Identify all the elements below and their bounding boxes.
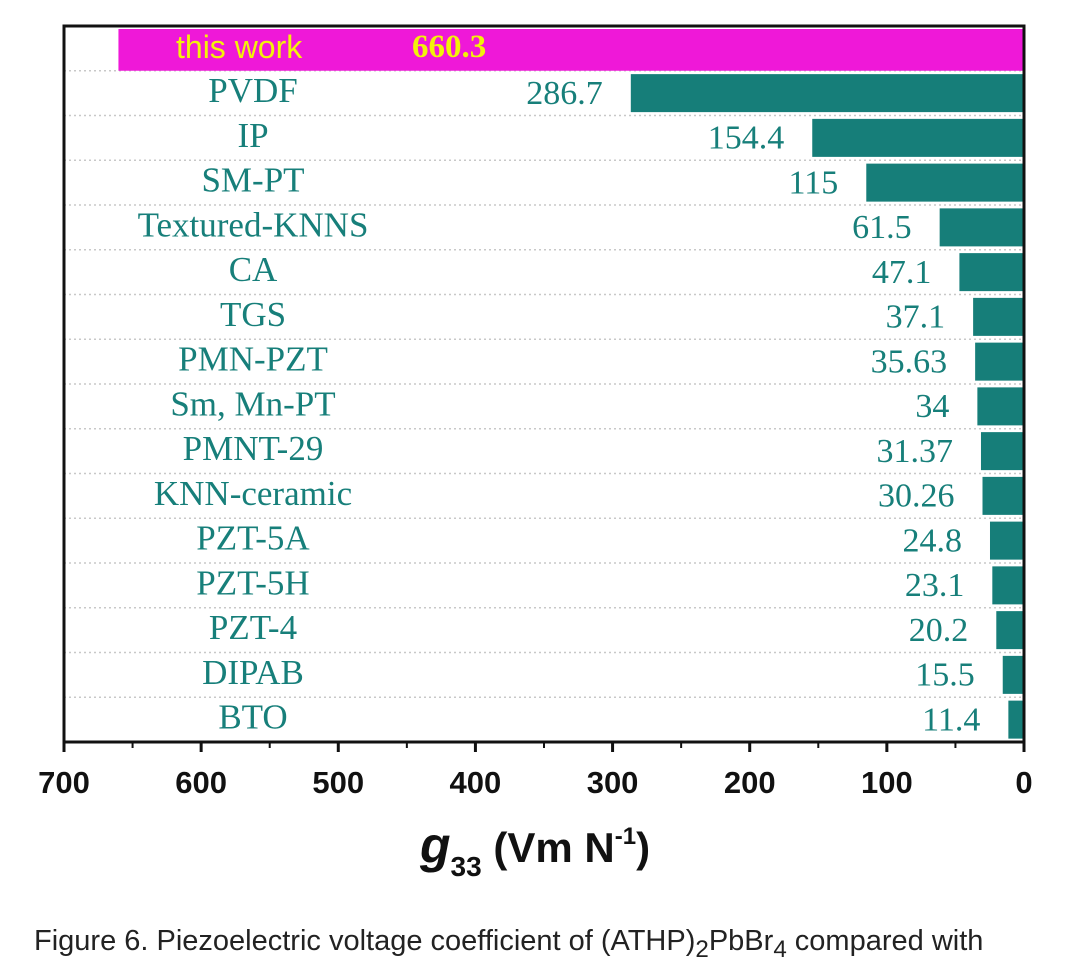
x-axis-title-subscript: 33 xyxy=(451,851,482,882)
bar-pmnt-29 xyxy=(980,432,1024,471)
bar-pzt-5h xyxy=(992,566,1024,605)
bar-dipab xyxy=(1002,655,1024,694)
category-label-sm-pt: SM-PT xyxy=(201,161,304,200)
category-labels: this work PVDF IP SM-PT Textured-KNNS CA TGS PM… xyxy=(138,29,369,737)
category-label-pmnt-29: PMNT-29 xyxy=(183,429,324,468)
bar-this-work xyxy=(118,29,1024,71)
x-axis-title-unit-exponent: -1 xyxy=(615,823,636,850)
category-label-ip: IP xyxy=(237,116,268,155)
bar-ca xyxy=(959,253,1024,292)
x-axis-title: g33 (Vm N-1) xyxy=(419,817,650,882)
category-label-pzt-4: PZT-4 xyxy=(209,608,297,647)
value-label-knn-ceramic: 30.26 xyxy=(878,478,955,515)
x-tick-label-0: 0 xyxy=(1015,765,1032,800)
value-label-this-work: 660.3 xyxy=(412,29,486,65)
bar-sm-mn-pt xyxy=(977,387,1024,426)
bar-pzt-4 xyxy=(996,611,1024,650)
figure-caption: Figure 6. Piezoelectric voltage coeffici… xyxy=(34,925,983,964)
category-label-pzt-5a: PZT-5A xyxy=(196,519,310,558)
value-label-pmnt-29: 31.37 xyxy=(876,433,953,470)
x-tick-label-400: 400 xyxy=(450,765,502,800)
category-label-sm-mn-pt: Sm, Mn-PT xyxy=(170,384,335,423)
value-label-pmn-pzt: 35.63 xyxy=(871,343,948,380)
x-axis-title-symbol: g xyxy=(419,817,451,873)
bar-knn-ceramic xyxy=(982,476,1024,515)
x-axis-ticks: 700 600 500 400 300 200 100 0 xyxy=(38,742,1033,800)
x-tick-label-300: 300 xyxy=(587,765,639,800)
bar-ip xyxy=(812,118,1024,157)
value-label-dipab: 15.5 xyxy=(915,657,975,694)
caption-subscript-1: 2 xyxy=(695,935,709,963)
x-axis-title-unit: (Vm N xyxy=(482,824,615,871)
category-label-pmn-pzt: PMN-PZT xyxy=(178,340,328,379)
bar-pvdf xyxy=(630,74,1024,113)
bars xyxy=(118,29,1024,739)
category-label-dipab: DIPAB xyxy=(202,653,304,692)
value-label-ip: 154.4 xyxy=(708,120,785,157)
value-label-ca: 47.1 xyxy=(872,254,932,291)
x-axis-title-unit-close: ) xyxy=(636,824,650,871)
x-tick-label-700: 700 xyxy=(38,765,90,800)
caption-subscript-2: 4 xyxy=(773,935,787,963)
value-label-textured-knns: 61.5 xyxy=(852,209,912,246)
bar-textured-knns xyxy=(939,208,1024,247)
x-tick-label-600: 600 xyxy=(175,765,227,800)
category-label-pzt-5h: PZT-5H xyxy=(196,563,309,602)
caption-formula: PbBr xyxy=(708,925,774,957)
caption-text: Figure 6. Piezoelectric voltage coeffici… xyxy=(34,925,696,957)
category-label-knn-ceramic: KNN-ceramic xyxy=(154,474,352,513)
bar-sm-pt xyxy=(866,163,1024,202)
value-label-pzt-5h: 23.1 xyxy=(905,567,965,604)
x-tick-label-500: 500 xyxy=(312,765,364,800)
caption-text-end: compared with xyxy=(786,925,984,957)
category-label-pvdf: PVDF xyxy=(208,71,297,110)
value-label-bto: 11.4 xyxy=(922,701,980,738)
value-label-pzt-4: 20.2 xyxy=(909,612,969,649)
grid-lines xyxy=(64,70,1024,698)
bar-pmn-pzt xyxy=(975,342,1024,381)
value-label-sm-mn-pt: 34 xyxy=(915,388,949,425)
value-label-pvdf: 286.7 xyxy=(526,75,603,112)
x-tick-label-200: 200 xyxy=(724,765,776,800)
category-label-bto: BTO xyxy=(218,698,287,737)
category-label-tgs: TGS xyxy=(220,295,286,334)
value-label-sm-pt: 115 xyxy=(789,164,839,201)
category-label-textured-knns: Textured-KNNS xyxy=(138,205,369,244)
bar-bto xyxy=(1008,700,1024,739)
value-label-pzt-5a: 24.8 xyxy=(902,522,962,559)
x-tick-label-100: 100 xyxy=(861,765,913,800)
category-label-ca: CA xyxy=(229,250,278,289)
bar-pzt-5a xyxy=(989,521,1024,560)
value-label-tgs: 37.1 xyxy=(886,299,946,336)
category-label-this-work: this work xyxy=(176,29,303,65)
bar-tgs xyxy=(973,297,1024,336)
